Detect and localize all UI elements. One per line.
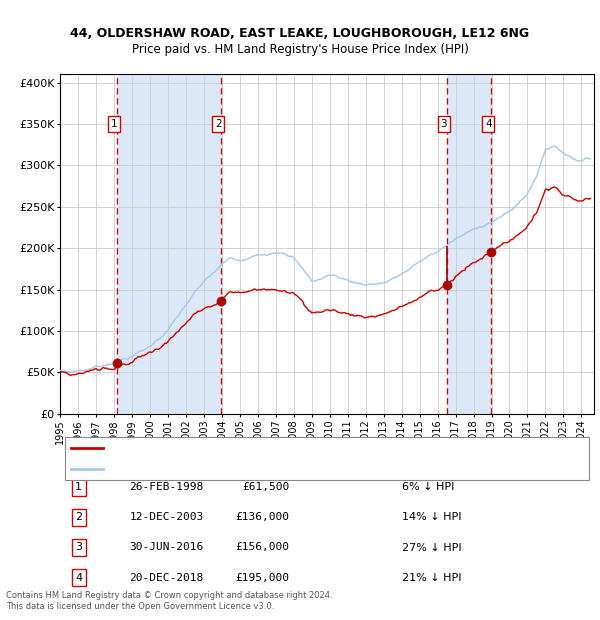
Text: 44, OLDERSHAW ROAD, EAST LEAKE, LOUGHBOROUGH, LE12 6NG (semi-detached hous: 44, OLDERSHAW ROAD, EAST LEAKE, LOUGHBOR… [113, 443, 544, 453]
Text: 2: 2 [215, 119, 221, 129]
Text: 6% ↓ HPI: 6% ↓ HPI [402, 482, 454, 492]
Text: 1: 1 [75, 482, 82, 492]
Text: 3: 3 [75, 542, 82, 552]
Text: Price paid vs. HM Land Registry's House Price Index (HPI): Price paid vs. HM Land Registry's House … [131, 43, 469, 56]
Text: Contains HM Land Registry data © Crown copyright and database right 2024.
This d: Contains HM Land Registry data © Crown c… [6, 591, 332, 611]
Text: 2: 2 [75, 513, 82, 523]
Text: 44, OLDERSHAW ROAD, EAST LEAKE, LOUGHBOROUGH, LE12 6NG: 44, OLDERSHAW ROAD, EAST LEAKE, LOUGHBOR… [70, 27, 530, 40]
Text: 1: 1 [110, 119, 117, 129]
Text: 4: 4 [75, 572, 82, 583]
Text: 20-DEC-2018: 20-DEC-2018 [130, 572, 203, 583]
Text: £61,500: £61,500 [242, 482, 290, 492]
Text: 12-DEC-2003: 12-DEC-2003 [130, 513, 203, 523]
Text: 3: 3 [440, 119, 447, 129]
FancyBboxPatch shape [65, 437, 589, 480]
Text: £136,000: £136,000 [236, 513, 290, 523]
Text: 4: 4 [485, 119, 491, 129]
Text: HPI: Average price, semi-detached house, Rushcliffe: HPI: Average price, semi-detached house,… [113, 464, 369, 474]
Text: 26-FEB-1998: 26-FEB-1998 [130, 482, 203, 492]
Text: £156,000: £156,000 [236, 542, 290, 552]
Text: 30-JUN-2016: 30-JUN-2016 [130, 542, 203, 552]
Text: £195,000: £195,000 [236, 572, 290, 583]
Text: 21% ↓ HPI: 21% ↓ HPI [402, 572, 461, 583]
Bar [446, 74, 491, 414]
Text: 27% ↓ HPI: 27% ↓ HPI [402, 542, 461, 552]
Bar [116, 74, 221, 414]
Text: 14% ↓ HPI: 14% ↓ HPI [402, 513, 461, 523]
